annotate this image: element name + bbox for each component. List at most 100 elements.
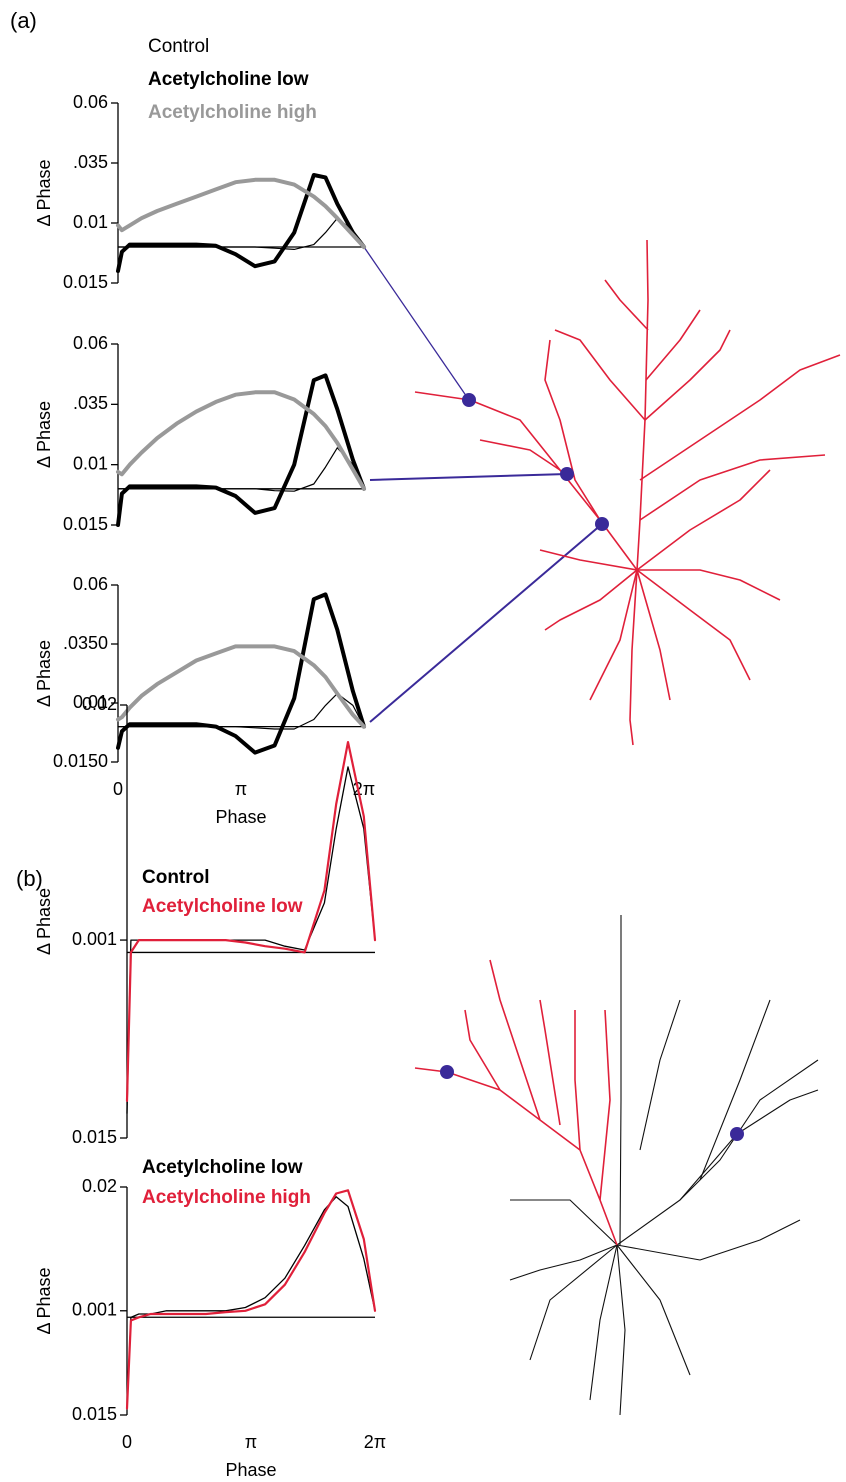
dendrite (616, 1219, 801, 1261)
dendrite (599, 1009, 611, 1201)
y-tick-label: 0.001 (72, 1300, 117, 1320)
y-axis-label: Δ Phase (34, 401, 54, 468)
x-tick-label: 0 (122, 1432, 132, 1452)
dendrite (544, 339, 601, 521)
dendrite (637, 569, 781, 601)
dendrite (510, 1199, 618, 1246)
dendrite (645, 309, 701, 381)
series-line (117, 693, 365, 730)
connector (369, 473, 568, 481)
dendrite (636, 469, 771, 571)
y-tick-label: 0.015 (63, 272, 108, 292)
series-line (117, 217, 365, 250)
dendrite (589, 1244, 618, 1401)
dendrite (529, 1244, 618, 1361)
site-dot (462, 393, 476, 407)
site-dot (730, 1127, 744, 1141)
x-tick-label: 2π (364, 1432, 386, 1452)
neuron-a (414, 239, 841, 746)
dendrite (539, 999, 561, 1126)
series-line (117, 447, 365, 492)
dendrite (554, 329, 646, 421)
dendrite (604, 279, 649, 331)
y-tick-label: .0350 (63, 633, 108, 653)
site-dot (595, 517, 609, 531)
y-tick-label: 0.01 (73, 212, 108, 232)
connector (369, 523, 603, 723)
x-axis-label: Phase (225, 1460, 276, 1480)
dendrite (544, 569, 638, 631)
legend-entry: Acetylcholine high (148, 102, 317, 123)
dendrite (636, 569, 751, 681)
dendrite (616, 1089, 819, 1246)
legend-entry: Acetylcholine high (142, 1187, 311, 1208)
legend-entry: Control (148, 36, 209, 57)
dendrite (616, 1244, 691, 1376)
dendrite (616, 1244, 626, 1416)
dendrite (639, 454, 826, 521)
dendrite (464, 1009, 501, 1091)
dendrite (699, 999, 771, 1181)
dendrite (574, 1010, 581, 1151)
y-tick-label: 0.015 (63, 514, 108, 534)
series-line (125, 741, 377, 1102)
legend-entry: Acetylcholine low (148, 69, 309, 90)
y-axis-label: Δ Phase (34, 159, 54, 226)
y-axis-label: Δ Phase (34, 888, 54, 955)
series-line (116, 373, 366, 527)
sites (440, 1065, 744, 1141)
connector (363, 246, 470, 401)
series-line (116, 177, 366, 249)
series-line (125, 1189, 377, 1410)
dendrite (414, 391, 638, 571)
x-tick-label: π (235, 779, 247, 799)
y-axis-label: Δ Phase (34, 1267, 54, 1334)
series-line (126, 1196, 376, 1410)
neuron-b-branch (414, 959, 618, 1246)
y-tick-label: .035 (73, 152, 108, 172)
series-line (116, 173, 366, 273)
y-tick-label: 0.06 (73, 333, 108, 353)
dendrite (489, 959, 541, 1121)
y-tick-label: 0.02 (82, 1176, 117, 1196)
series-line (116, 390, 366, 491)
legend-entry: Acetylcholine low (142, 1157, 303, 1178)
dendrite (636, 239, 649, 571)
dendrite (479, 439, 561, 471)
site-dot (440, 1065, 454, 1079)
y-tick-label: .035 (73, 393, 108, 413)
x-tick-label: 0 (113, 779, 123, 799)
y-axis-label: Δ Phase (34, 640, 54, 707)
y-tick-label: 0.015 (72, 1127, 117, 1147)
dendrite (414, 1067, 618, 1246)
connectors (363, 246, 603, 723)
dendrite (619, 915, 622, 1246)
dendrite (539, 549, 638, 571)
x-tick-label: π (245, 1432, 257, 1452)
neuron-b (509, 915, 819, 1416)
y-tick-label: 0.01 (73, 692, 108, 712)
y-tick-label: 0.01 (73, 453, 108, 473)
dendrite (589, 569, 638, 701)
dendrite (629, 569, 638, 746)
y-tick-label: 0.0150 (53, 751, 108, 771)
y-tick-label: 0.015 (72, 1404, 117, 1424)
y-tick-label: 0.02 (82, 694, 117, 714)
dendrite (644, 329, 731, 421)
panel-label: (a) (10, 8, 37, 33)
x-axis-label: Phase (215, 807, 266, 827)
site-dot (560, 467, 574, 481)
sites (462, 393, 609, 531)
dendrite (636, 569, 671, 701)
series-line (116, 592, 366, 755)
y-tick-label: 0.001 (72, 929, 117, 949)
legend-entry: Acetylcholine low (142, 896, 303, 917)
dendrite (509, 1244, 618, 1281)
legend-entry: Control (142, 867, 210, 888)
y-tick-label: 0.06 (73, 574, 108, 594)
dendrite (639, 354, 841, 481)
panel-label: (b) (16, 866, 43, 891)
series-line (116, 644, 366, 729)
y-tick-label: 0.06 (73, 92, 108, 112)
